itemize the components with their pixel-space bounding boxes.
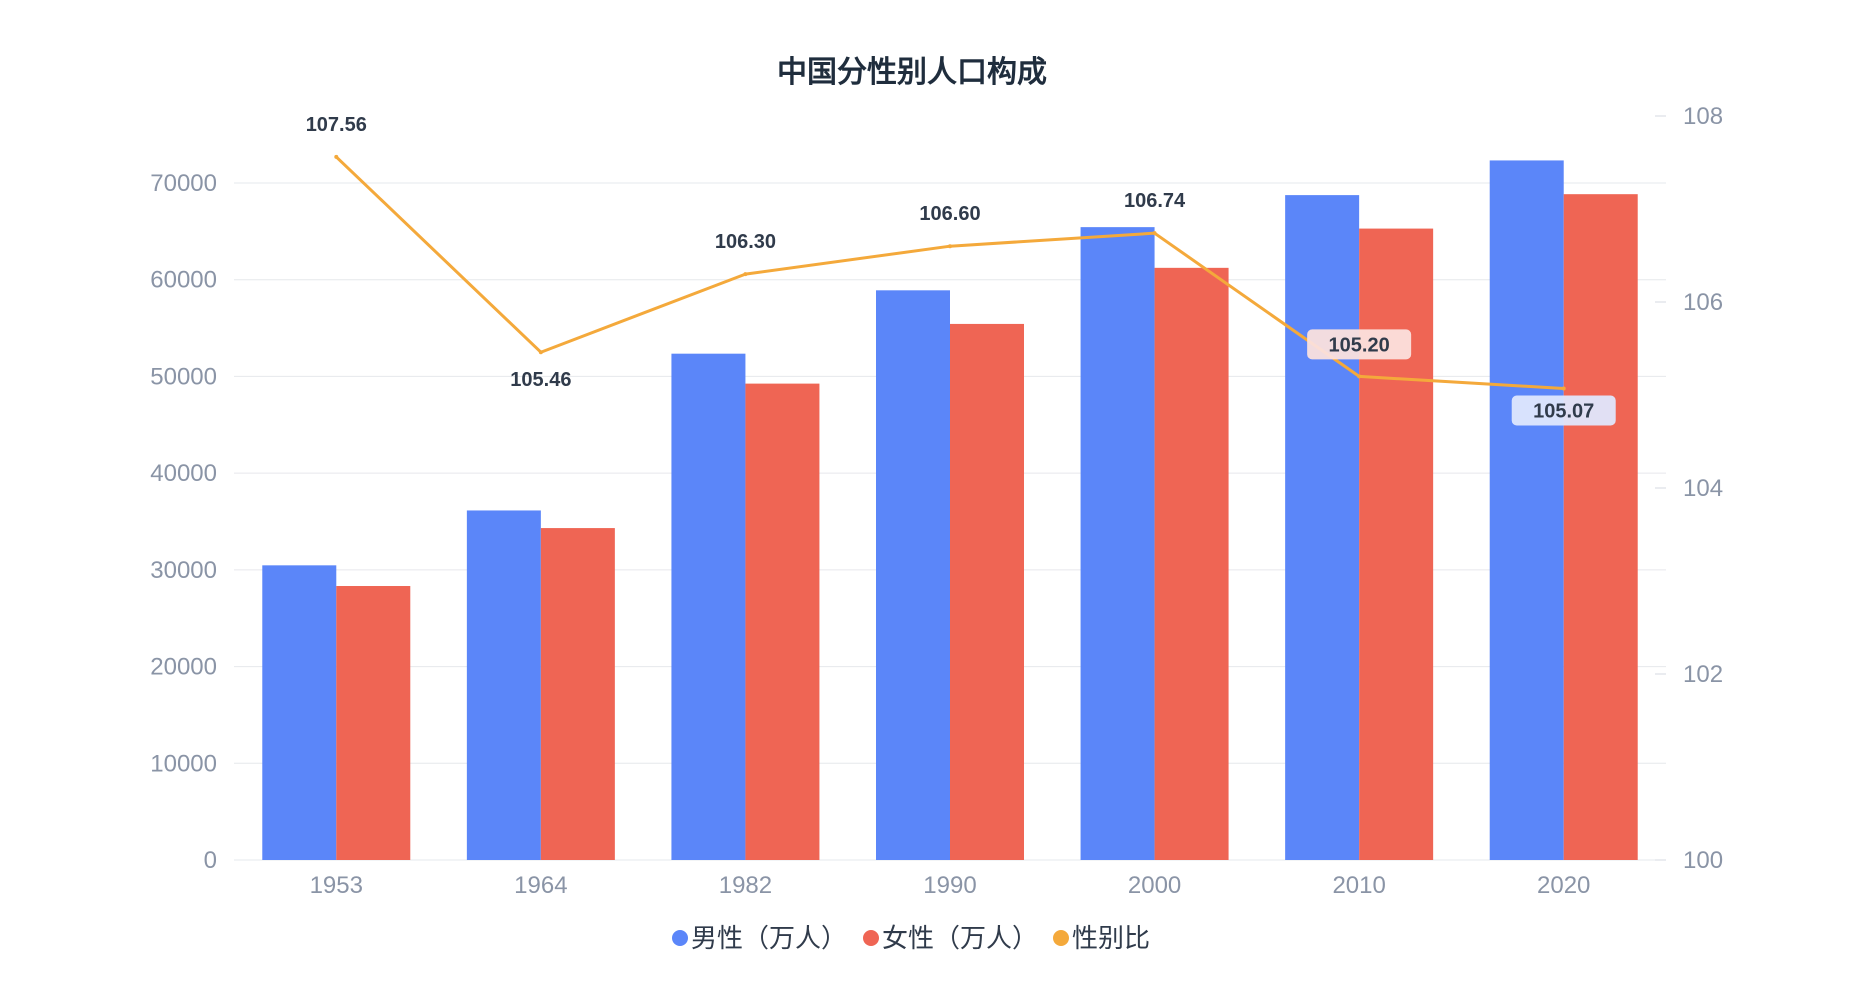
- sex-ratio-data-label: 107.56: [306, 114, 367, 136]
- bar-female[interactable]: [745, 383, 820, 860]
- sex-ratio-point[interactable]: [1357, 374, 1362, 379]
- y-left-tick-label: 30000: [150, 557, 217, 584]
- sex-ratio-point[interactable]: [1561, 386, 1566, 391]
- legend-label[interactable]: 性别比: [1072, 924, 1150, 954]
- legend-marker[interactable]: [863, 930, 879, 946]
- y-right-tick-label: 102: [1683, 661, 1723, 688]
- bar-female[interactable]: [336, 586, 411, 860]
- legend-label[interactable]: 女性（万人）: [882, 924, 1038, 954]
- bar-male[interactable]: [262, 565, 337, 860]
- y-left-tick-label: 70000: [150, 170, 217, 197]
- y-left-tick-label: 50000: [150, 363, 217, 390]
- bar-male[interactable]: [466, 510, 541, 860]
- sex-ratio-data-label: 106.30: [715, 231, 776, 253]
- bar-female[interactable]: [1563, 194, 1638, 860]
- bar-female[interactable]: [540, 528, 615, 860]
- y-left-tick-label: 20000: [150, 654, 217, 681]
- y-left-tick-label: 10000: [150, 750, 217, 777]
- bar-female[interactable]: [1359, 228, 1434, 861]
- sex-ratio-data-label: 106.60: [919, 203, 980, 225]
- bar-male[interactable]: [1080, 227, 1155, 860]
- bar-female[interactable]: [950, 323, 1024, 861]
- bar-male[interactable]: [1285, 195, 1360, 860]
- y-right-tick-label: 104: [1683, 475, 1723, 502]
- sex-ratio-data-label: 105.07: [1533, 400, 1594, 422]
- x-tick-label: 1982: [719, 872, 772, 899]
- y-left-tick-label: 0: [204, 847, 217, 874]
- x-tick-label: 2020: [1537, 872, 1590, 899]
- y-right-tick-label: 100: [1683, 847, 1723, 874]
- sex-ratio-data-label: 105.46: [510, 369, 571, 391]
- bar-male[interactable]: [876, 290, 950, 860]
- legend-label[interactable]: 男性（万人）: [691, 924, 847, 954]
- legend-marker[interactable]: [672, 930, 688, 946]
- bar-female[interactable]: [1154, 267, 1229, 860]
- chart-title: 中国分性别人口构成: [777, 55, 1047, 90]
- y-right-tick-label: 108: [1683, 103, 1723, 130]
- bar-male[interactable]: [1489, 160, 1564, 860]
- sex-ratio-point[interactable]: [1152, 231, 1157, 236]
- y-left-tick-label: 40000: [150, 460, 217, 487]
- y-right-tick-label: 106: [1683, 289, 1723, 316]
- y-left-tick-label: 60000: [150, 267, 217, 294]
- sex-ratio-point[interactable]: [538, 350, 543, 355]
- sex-ratio-data-label: 105.20: [1329, 334, 1390, 356]
- legend-marker[interactable]: [1053, 930, 1069, 946]
- data-label-box: [1307, 329, 1412, 360]
- sex-ratio-point[interactable]: [334, 154, 339, 159]
- sex-ratio-point[interactable]: [948, 244, 952, 249]
- x-tick-label: 1990: [923, 872, 976, 899]
- x-tick-label: 2000: [1128, 872, 1181, 899]
- x-tick-label: 1953: [310, 872, 363, 899]
- data-label-box: [1511, 395, 1616, 426]
- x-tick-label: 2010: [1332, 872, 1385, 899]
- sex-ratio-point[interactable]: [743, 272, 748, 277]
- x-tick-label: 1964: [514, 872, 567, 899]
- sex-ratio-data-label: 106.74: [1124, 190, 1186, 212]
- bar-male[interactable]: [671, 353, 746, 860]
